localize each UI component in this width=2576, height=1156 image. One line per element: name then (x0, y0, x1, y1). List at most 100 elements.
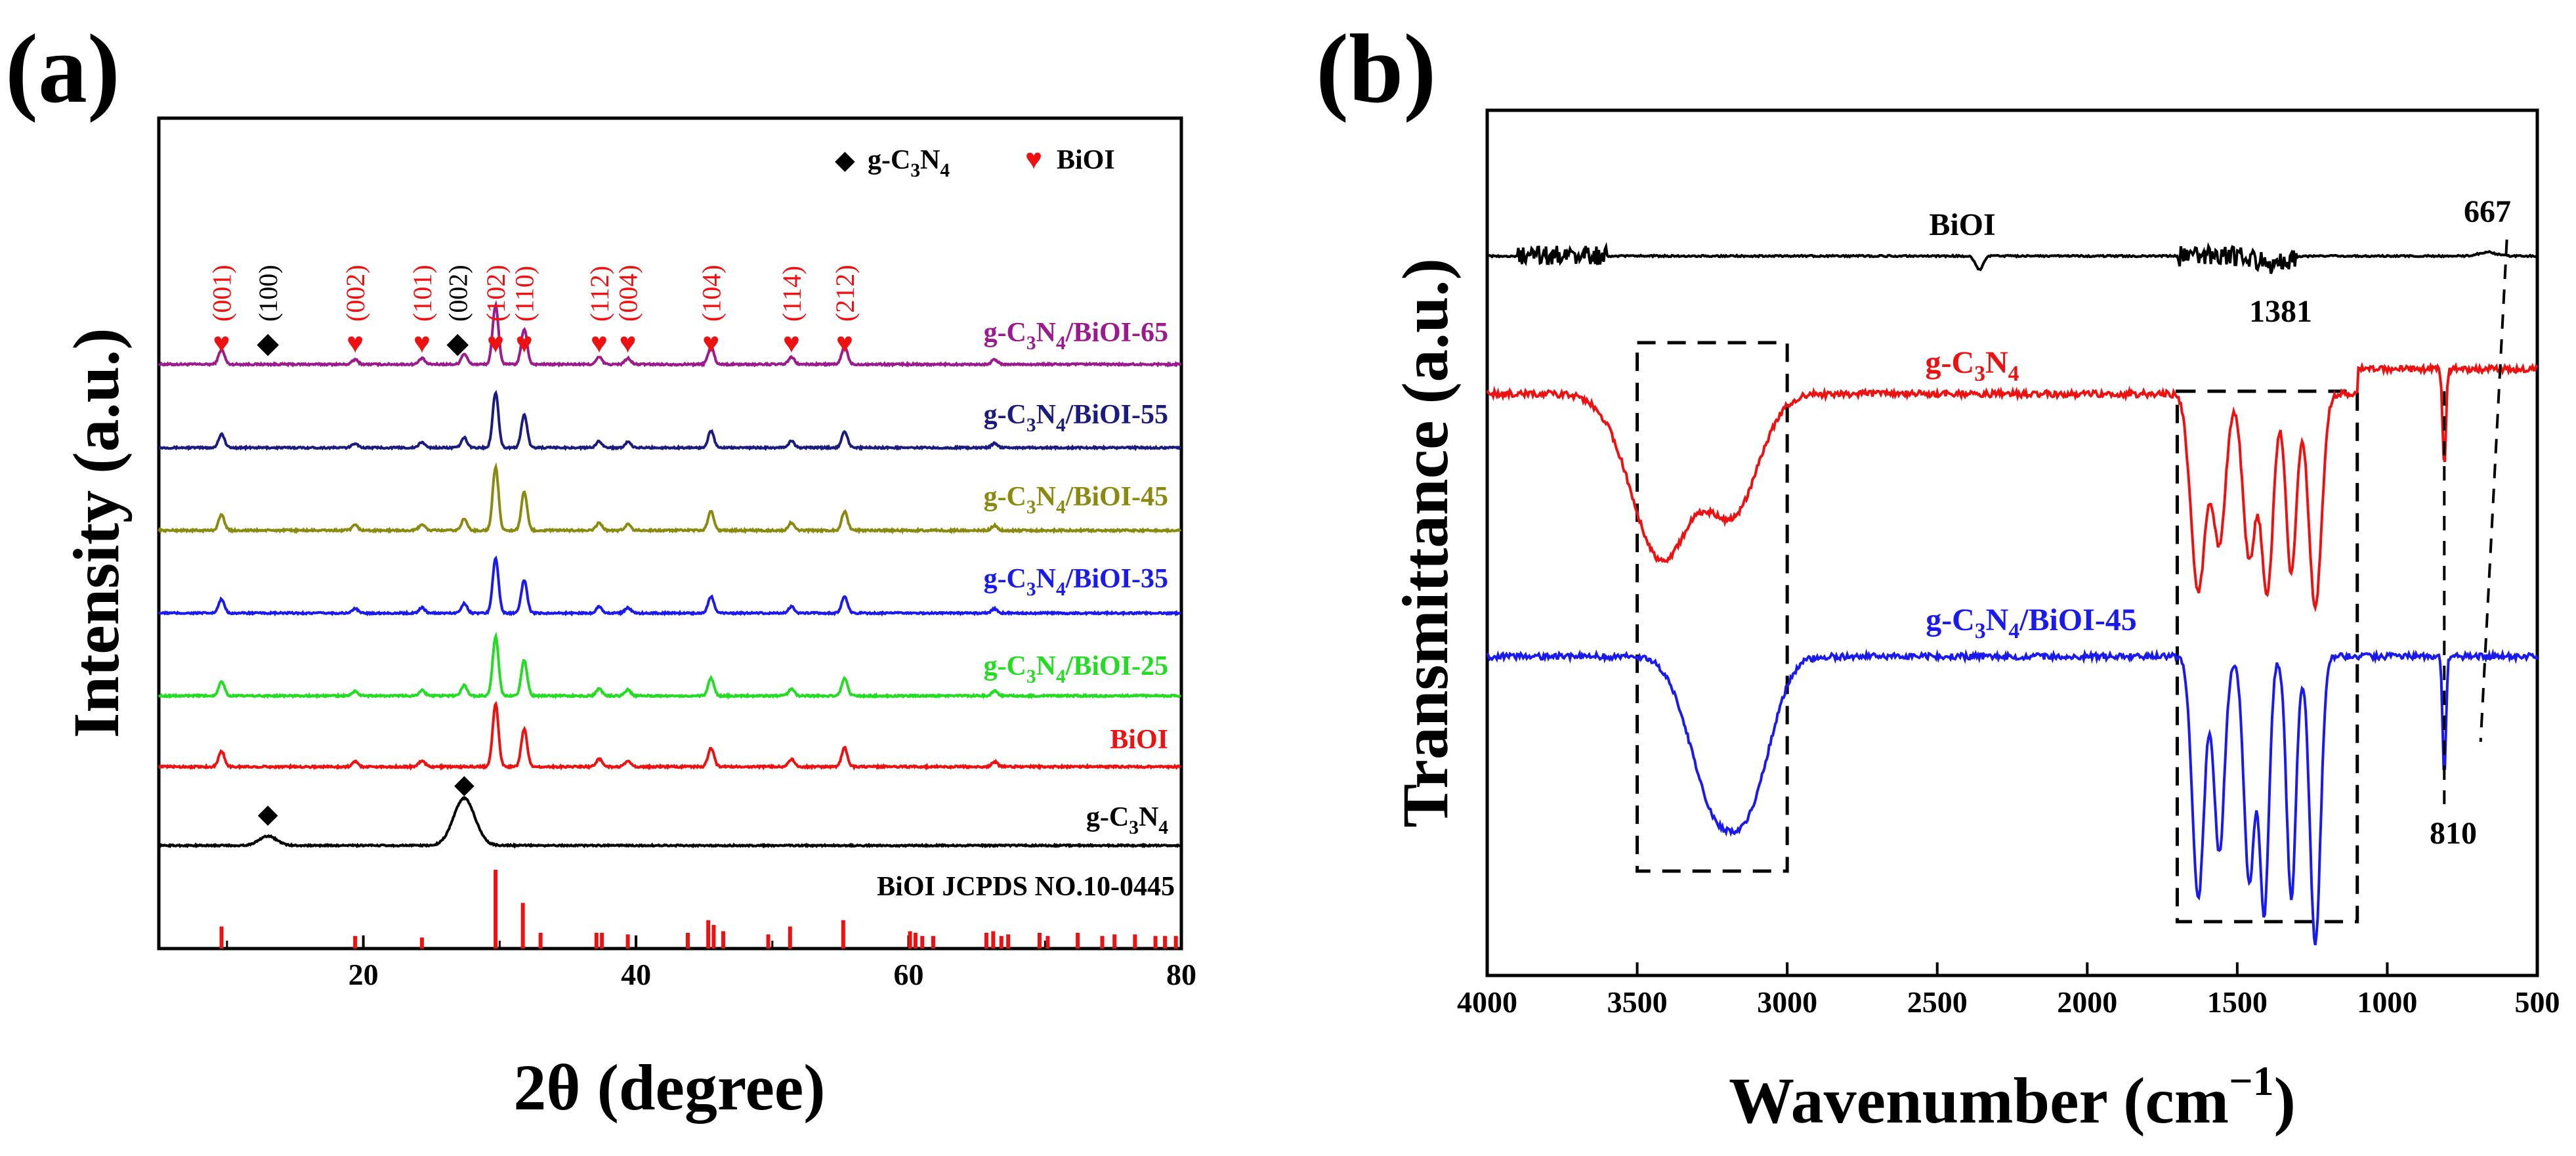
band-annotation-1381: 1381 (2249, 294, 2312, 329)
x-title-main: Wavenumber (cm (1729, 1064, 2229, 1137)
x-tick-label: 2500 (1907, 985, 1968, 1019)
x-tick-label: 40 (621, 958, 651, 991)
series-label-0-s2: 4 (1056, 333, 1066, 354)
peak-marker: ◆ (257, 327, 279, 359)
peak-marker: ♥ (413, 327, 431, 359)
panel-a-letter: (a) (5, 14, 120, 123)
series-label-2-mid: N (1036, 482, 1056, 512)
series-label-2-prefix: g-C (984, 482, 1026, 512)
series-label-6: g-C3N4 (1086, 802, 1168, 838)
peak-hkl-label: (212) (830, 265, 860, 322)
x-title-end: ) (2274, 1064, 2296, 1137)
series-label-5: BiOI (1110, 725, 1168, 755)
peak-marker: ♥ (591, 327, 608, 359)
series-label-0-suffix: /BiOI-65 (1065, 318, 1168, 348)
panel-a-curves (158, 299, 1182, 849)
peak-hkl-label: (101) (408, 265, 437, 322)
peak-marker: ♥ (620, 327, 637, 359)
series-label-2-s2: 4 (1056, 497, 1066, 518)
ftir-curve-1 (1486, 362, 2539, 612)
series-label-3: g-C3N4/BiOI-35 (984, 564, 1168, 600)
series-label-0: g-C3N4/BiOI-65 (984, 318, 1168, 354)
gcn-peak-marker: ◆ (454, 769, 475, 799)
legend-label-gcn: g-C3N4 (868, 145, 950, 181)
xrd-curve-1 (158, 389, 1182, 452)
x-tick-label: 4000 (1457, 985, 1517, 1019)
ftir-series-label-0: BiOI (1929, 207, 1995, 242)
series-label-4-s1: 3 (1026, 666, 1036, 687)
series-label-4-s2: 4 (1056, 666, 1066, 687)
peak-hkl-label: (004) (614, 265, 643, 322)
xrd-curve-0 (158, 299, 1182, 368)
ftir-series-label-1-s1: 3 (1974, 362, 1985, 386)
panel-a-reference-lines (219, 870, 1178, 949)
x-tick-label: 3500 (1607, 985, 1668, 1019)
ftir-series-label-1-prefix: g-C (1926, 345, 1975, 380)
peak-marker: ♥ (836, 327, 853, 359)
peak-marker: ◆ (446, 327, 469, 359)
ftir-series-label-1-s2: 4 (2008, 362, 2019, 386)
panel-a-x-ticks: 20 40 60 80 (226, 935, 1196, 991)
x-tick-label: 3000 (1757, 985, 1817, 1019)
series-label-1-suffix: /BiOI-55 (1065, 400, 1168, 430)
panel-b-plot-frame (1485, 108, 2539, 977)
peak-marker: ♥ (213, 327, 230, 359)
peak-marker: ♥ (487, 327, 504, 359)
series-label-3-mid: N (1036, 564, 1056, 594)
peak-hkl-label: (114) (777, 266, 807, 322)
guide-line-667 (2479, 239, 2508, 742)
ftir-series-label-2-s1: 3 (1975, 619, 1986, 643)
peak-hkl-label: (001) (207, 265, 237, 322)
x-tick-label: 80 (1166, 958, 1196, 991)
panel-a-y-axis-title: Intensity (a.u.) (60, 328, 133, 738)
xrd-curve-4 (158, 632, 1181, 700)
panel-b-letter: (b) (1316, 14, 1436, 123)
series-label-1-prefix: g-C (984, 400, 1026, 430)
legend-label-gcn-mid: N (920, 145, 940, 175)
panel-a-peak-annotations: ♥(001)◆(100)♥(002)♥(101)◆(002)♥(102)♥(11… (207, 265, 860, 828)
panel-b-band-annotations: 1381 667 810 (2249, 194, 2511, 851)
legend-label-gcn-prefix: g-C (868, 145, 910, 175)
band-annotation-810: 810 (2430, 816, 2477, 851)
xrd-curve-3 (158, 555, 1182, 617)
series-label-1-mid: N (1036, 400, 1056, 430)
x-tick-label: 1500 (2207, 985, 2268, 1019)
peak-marker: ♥ (347, 327, 364, 359)
peak-hkl-label: (100) (253, 265, 283, 322)
series-label-4: g-C3N4/BiOI-25 (984, 651, 1168, 687)
ftir-series-label-2-mid: N (1986, 603, 2009, 637)
ftir-curve-0 (1487, 242, 2538, 274)
x-tick-label: 500 (2515, 985, 2560, 1019)
x-title-sup: −1 (2229, 1058, 2273, 1104)
peak-hkl-label: (102) (481, 265, 511, 322)
series-label-2-s1: 3 (1026, 497, 1036, 518)
legend-label-bioi: BiOI (1057, 145, 1115, 175)
ftir-series-label-1-mid: N (1985, 345, 2008, 380)
series-label-2: g-C3N4/BiOI-45 (984, 482, 1168, 518)
legend-symbol-bioi: ♥ (1025, 143, 1042, 175)
dashed-region-box (1636, 341, 1789, 873)
series-label-3-s1: 3 (1026, 579, 1036, 600)
legend-label-gcn-s2: 4 (940, 160, 950, 181)
ftir-series-label-2-prefix: g-C (1926, 603, 1975, 637)
xrd-curve-6 (158, 796, 1181, 849)
x-tick-label: 2000 (2057, 985, 2117, 1019)
series-label-6-s2: 4 (1158, 817, 1168, 838)
ftir-series-label-2-s2: 4 (2008, 619, 2019, 643)
x-tick-label: 20 (348, 958, 379, 991)
panel-a-plot-frame (157, 116, 1183, 951)
peak-marker: ♥ (516, 327, 533, 359)
series-label-6-prefix: g-C (1086, 802, 1129, 832)
xrd-curve-5 (158, 700, 1181, 771)
series-label-4-mid: N (1036, 651, 1056, 681)
panel-a-legend: ◆ g-C3N4 ♥ BiOI (835, 143, 1115, 181)
panel-a-x-axis-title: 2θ (degree) (513, 1051, 825, 1124)
ftir-curve-2 (1486, 648, 2539, 946)
peak-hkl-label: (002) (341, 265, 370, 322)
panel-a-series-labels: g-C3N4/BiOI-65g-C3N4/BiOI-55g-C3N4/BiOI-… (984, 318, 1169, 838)
series-label-6-mid: N (1139, 802, 1158, 832)
x-tick-label: 1000 (2357, 985, 2417, 1019)
peak-marker: ♥ (783, 327, 800, 359)
ftir-series-label-0-prefix: BiOI (1929, 207, 1995, 242)
